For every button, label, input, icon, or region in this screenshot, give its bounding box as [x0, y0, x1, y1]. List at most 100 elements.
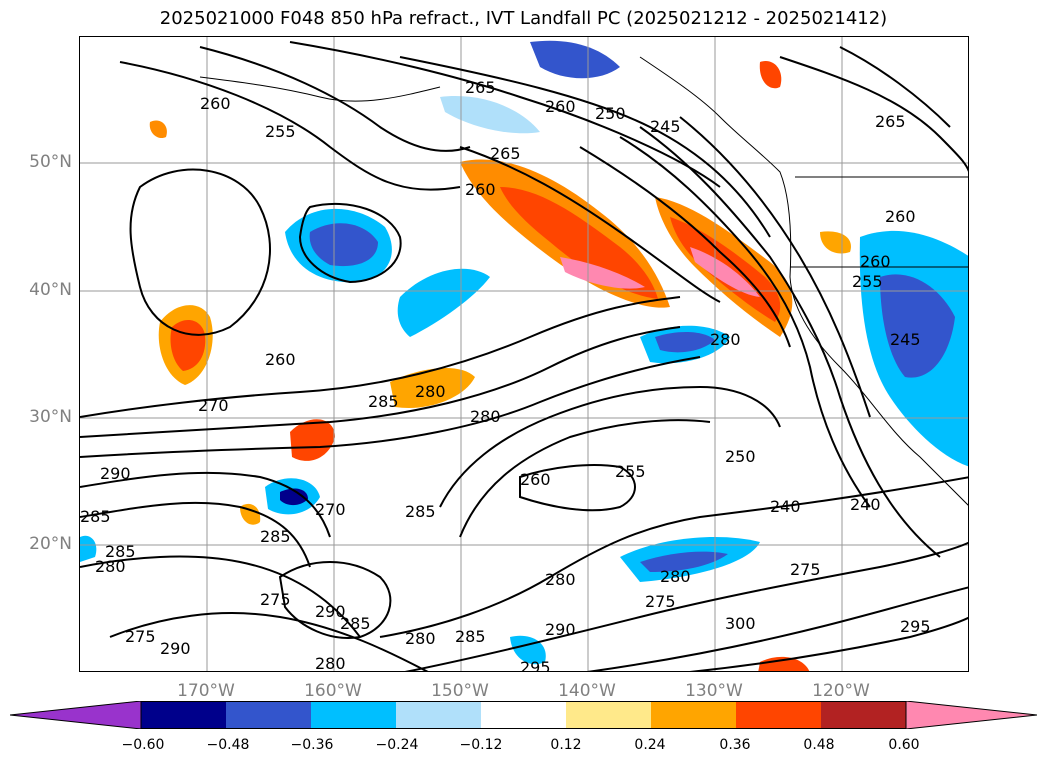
- lat-label-20n: 20°N: [29, 534, 72, 554]
- anomaly-positive-subtrop: [290, 419, 335, 461]
- anomaly-negative-north: [530, 40, 620, 79]
- contour-label: 245: [650, 117, 681, 136]
- colorbar-segment: [481, 701, 567, 729]
- contour-label: 290: [315, 602, 346, 621]
- contour-3: [289, 41, 721, 188]
- contour-label: 285: [340, 614, 371, 633]
- contour-19: [587, 586, 968, 671]
- colorbar-tick: 0.12: [550, 737, 582, 753]
- contour-labels: 260 255 265 260 250 245 265 265 260 260 …: [80, 78, 931, 672]
- anomaly-negative-south-core: [640, 551, 728, 572]
- contour-label: 275: [125, 627, 156, 646]
- contour-label: 295: [900, 617, 931, 636]
- colorbar-segment: [651, 701, 737, 729]
- lon-label-140w: 140°W: [558, 681, 616, 701]
- anomaly-positive-top-left: [149, 120, 167, 139]
- anomaly-negative-east-core: [880, 274, 955, 378]
- contour-label: 260: [545, 97, 576, 116]
- contour-label: 265: [490, 144, 521, 163]
- colorbar-tick: 0.60: [888, 737, 920, 753]
- lon-label-150w: 150°W: [431, 681, 489, 701]
- contour-label: 245: [890, 330, 921, 349]
- anomaly-fills: [80, 40, 968, 671]
- contour-15: [80, 555, 361, 638]
- anomaly-negative-left-edge: [80, 535, 97, 562]
- colorbar-tick: −0.24: [375, 737, 419, 753]
- contour-label: 260: [885, 207, 916, 226]
- colorbar-segment: [566, 701, 652, 729]
- anomaly-positive-mid: [390, 367, 475, 408]
- state-border: [790, 176, 968, 268]
- contour-label: 280: [415, 382, 446, 401]
- colorbar-segment: [396, 701, 482, 729]
- contour-label: 280: [95, 557, 126, 576]
- contour-1: [119, 61, 461, 191]
- contour-label: 285: [405, 502, 436, 521]
- contour-18: [404, 541, 968, 671]
- contour-label: 240: [850, 495, 881, 514]
- contour-label: 275: [260, 590, 291, 609]
- contour-label: 260: [200, 94, 231, 113]
- contour-9: [679, 116, 871, 418]
- lat-label-30n: 30°N: [29, 407, 72, 427]
- colorbar-tick: −0.48: [206, 737, 250, 753]
- contour-label: 290: [545, 620, 576, 639]
- anomaly-negative-west-pacific-core: [309, 223, 378, 267]
- anomaly-positive-ne-pacific-core: [500, 187, 658, 299]
- chart-title: 2025021000 F048 850 hPa refract., IVT La…: [159, 8, 888, 29]
- contour-22: [459, 419, 711, 538]
- contour-14: [80, 501, 311, 568]
- colorbar-extend-low: [10, 701, 142, 729]
- contour-label: 295: [520, 658, 551, 672]
- anomaly-negative-light: [440, 96, 540, 134]
- contour-label: 270: [315, 500, 346, 519]
- contour-label: 285: [260, 527, 291, 546]
- contour-23: [519, 464, 636, 512]
- lon-label-130w: 130°W: [685, 681, 743, 701]
- colorbar-segment: [821, 701, 907, 729]
- contour-label: 275: [645, 592, 676, 611]
- contour-label: 260: [520, 470, 551, 489]
- contour-label: 280: [545, 570, 576, 589]
- contour-label: 265: [875, 112, 906, 131]
- contour-label: 260: [860, 252, 891, 271]
- colorbar: [10, 701, 1037, 729]
- anomaly-negative-central-core: [655, 331, 715, 353]
- contour-label: 255: [615, 462, 646, 481]
- coastline: [199, 56, 968, 506]
- colorbar-tick: 0.24: [634, 737, 666, 753]
- lat-label-40n: 40°N: [29, 280, 72, 300]
- lon-label-120w: 120°W: [812, 681, 870, 701]
- contour-16: [109, 612, 429, 671]
- contour-label: 285: [80, 507, 111, 526]
- lat-label-50n: 50°N: [29, 152, 72, 172]
- colorbar-segment: [736, 701, 822, 729]
- colorbar-tick: 0.36: [719, 737, 751, 753]
- colorbar-segment: [226, 701, 312, 729]
- anomaly-negative-arc: [397, 268, 490, 337]
- contour-11: [80, 326, 681, 438]
- colorbar-tick: 0.48: [803, 737, 835, 753]
- contour-label: 250: [725, 447, 756, 466]
- colorbar-extend-high: [905, 701, 1037, 729]
- contour-label: 285: [368, 392, 399, 411]
- contour-8: [639, 126, 941, 558]
- map-svg: 260 255 265 260 250 245 265 265 260 260 …: [80, 37, 968, 672]
- isobars: [80, 41, 968, 671]
- contour-27: [779, 56, 968, 172]
- contour-12: [80, 356, 701, 458]
- contour-label: 275: [790, 560, 821, 579]
- contour-label: 240: [770, 497, 801, 516]
- contour-17: [379, 476, 968, 638]
- contour-13: [80, 471, 331, 538]
- contour-2: [199, 46, 471, 152]
- graticule: [80, 37, 968, 671]
- coastline-north-america: [639, 56, 968, 506]
- colorbar-segment: [311, 701, 397, 729]
- lon-label-170w: 170°W: [177, 681, 235, 701]
- contour-label: 265: [465, 78, 496, 97]
- contour-7: [619, 136, 871, 508]
- contour-26: [278, 561, 392, 639]
- contour-label: 255: [265, 122, 296, 141]
- contour-28: [839, 46, 951, 128]
